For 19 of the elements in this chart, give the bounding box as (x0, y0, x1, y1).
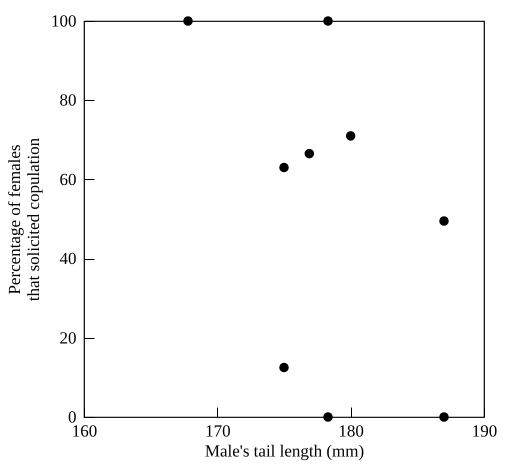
x-tick-label: 190 (472, 422, 498, 440)
point (346, 131, 356, 141)
point (304, 148, 314, 158)
y-tick-label: 80 (60, 90, 76, 110)
x-tick-label: 170 (205, 422, 231, 440)
y-tick-label: 100 (51, 12, 76, 30)
point (439, 216, 449, 226)
point (279, 362, 289, 372)
point (183, 16, 193, 26)
y-tick-label: 20 (60, 328, 76, 348)
point (323, 16, 333, 26)
point (279, 162, 289, 172)
x-axis-title: Male's tail length (mm) (204, 442, 364, 460)
x-tick-label: 180 (338, 422, 364, 440)
y-tick-label: 60 (60, 170, 76, 189)
point (439, 412, 449, 422)
y-axis-title: Percentage of females that solicited copulation (5, 137, 43, 302)
point (323, 412, 333, 422)
y-tick-label: 40 (60, 249, 76, 268)
